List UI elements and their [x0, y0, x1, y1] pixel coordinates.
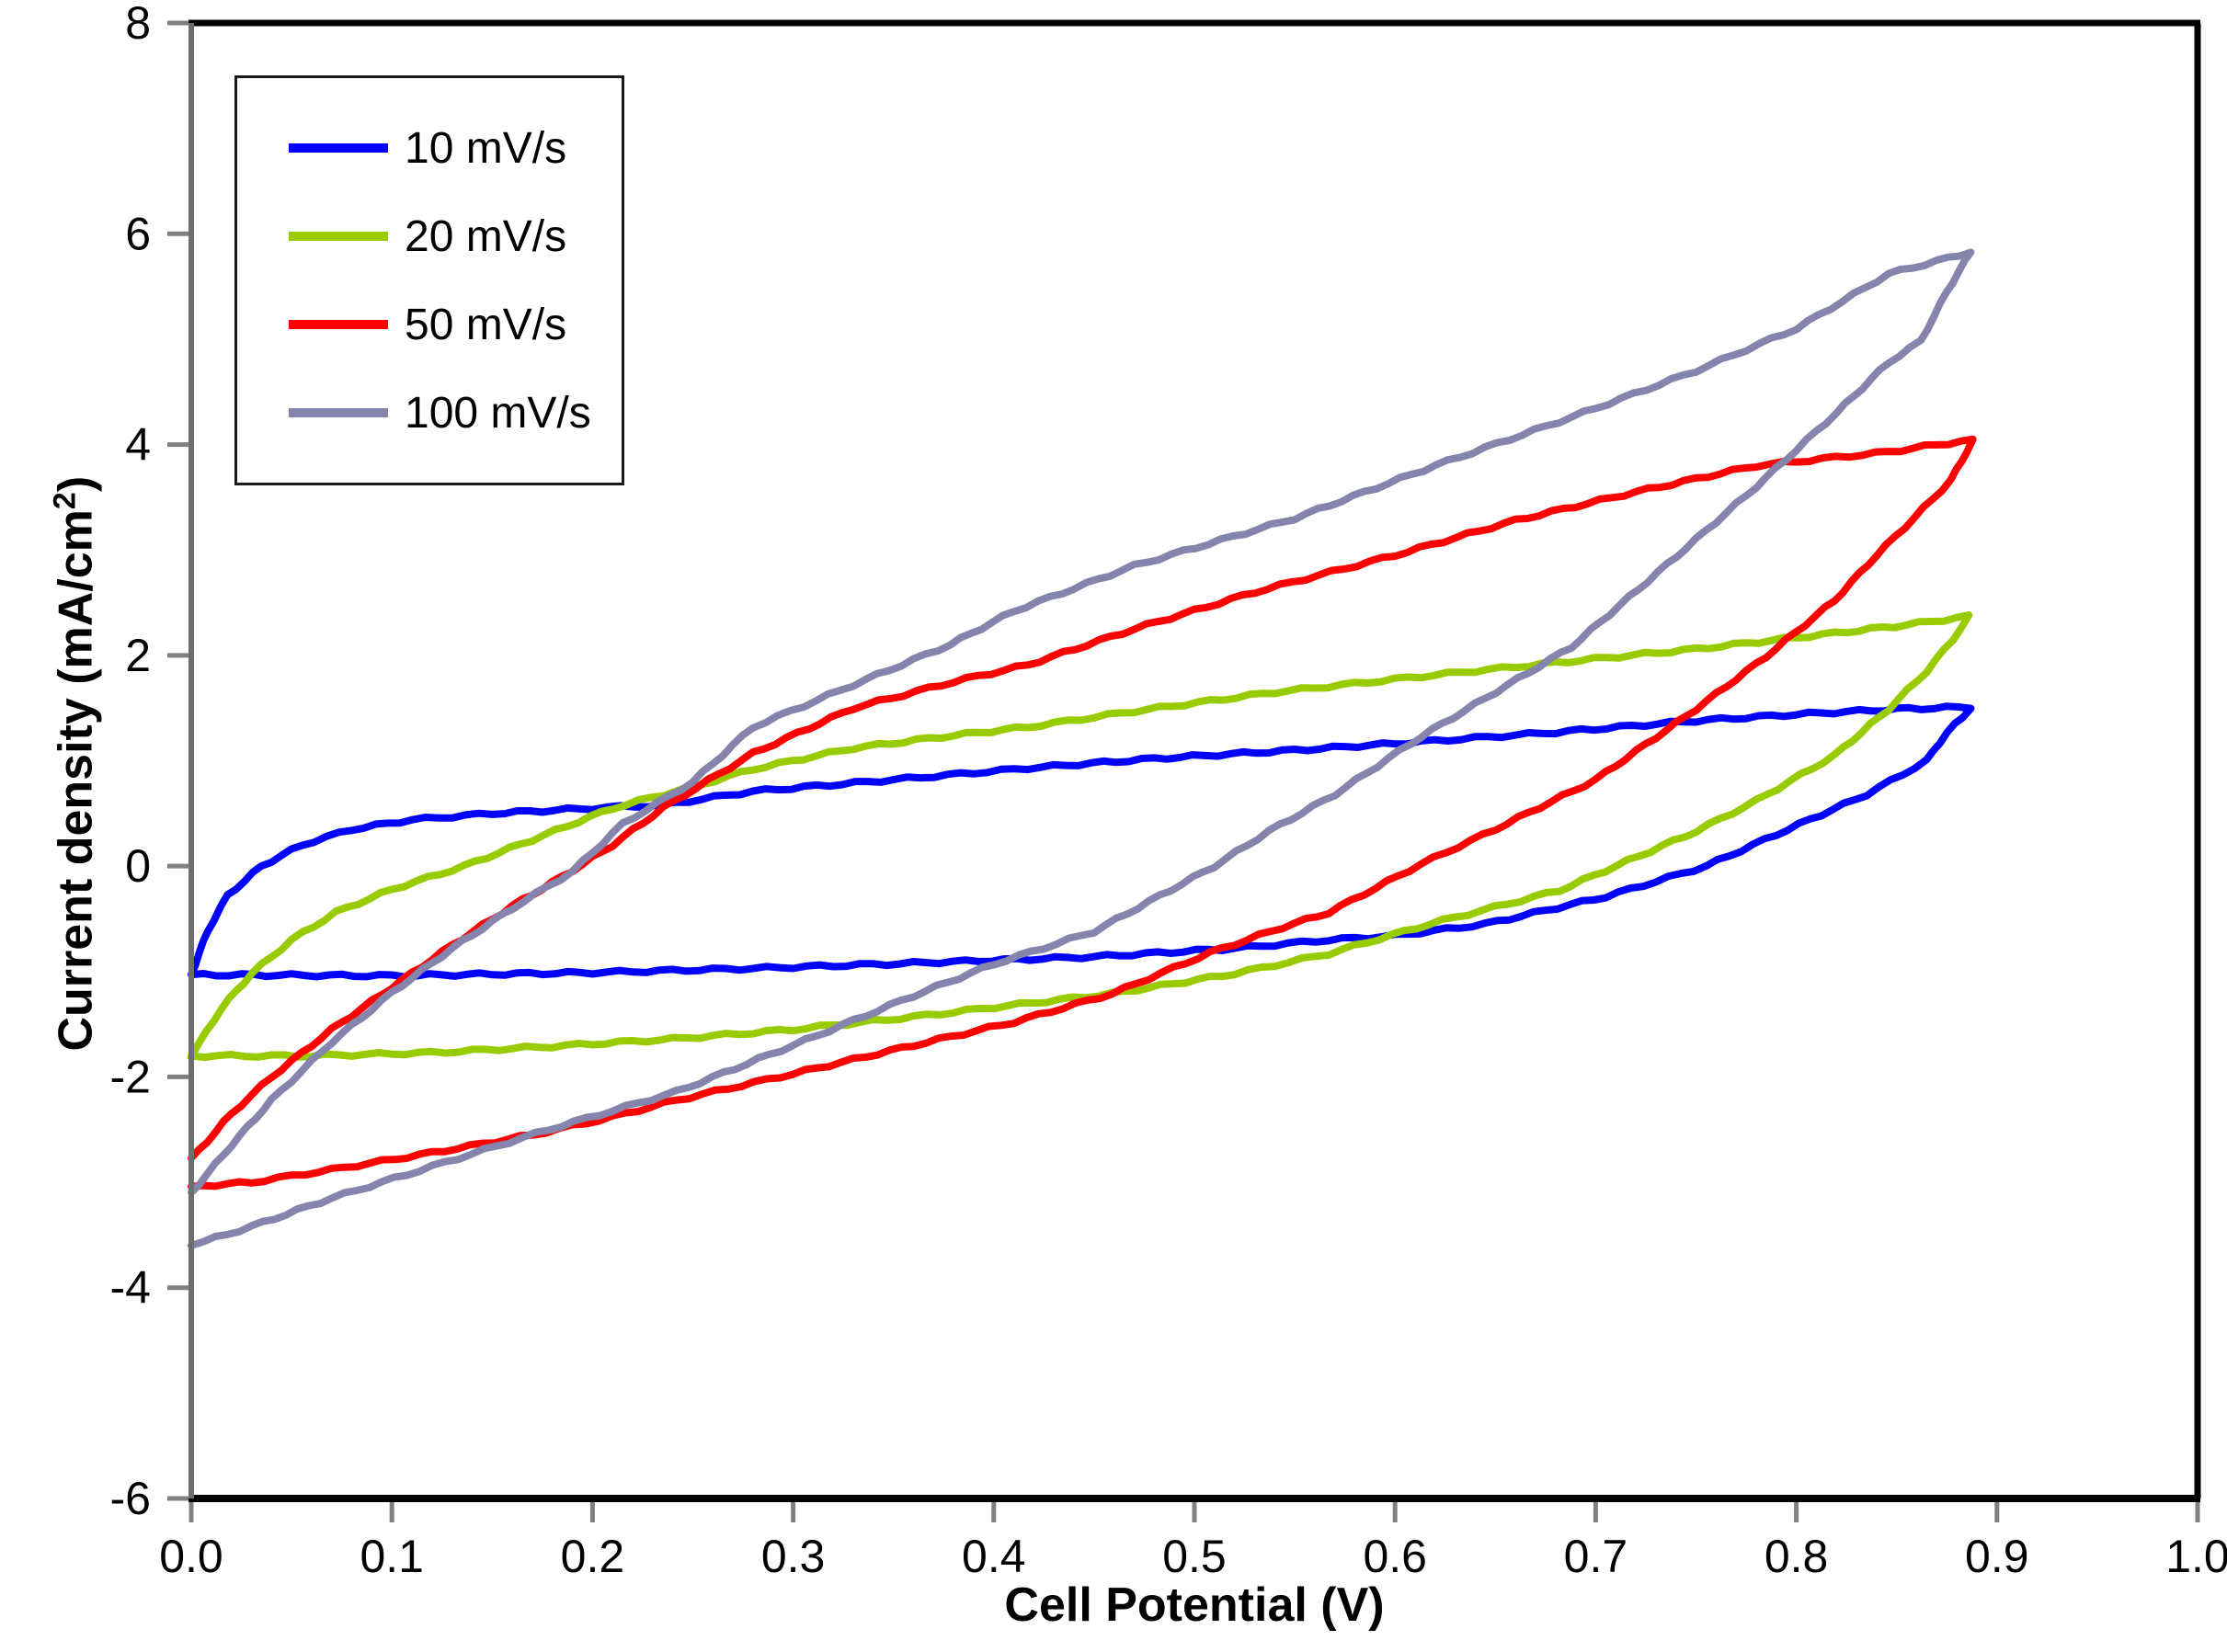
y-tick-label: -4: [110, 1262, 151, 1314]
series-line-20-mv-s: [188, 611, 1973, 1062]
legend-line-swatch: [289, 143, 388, 153]
legend-item-10mvs: 10 mV/s: [237, 123, 622, 174]
legend-line-swatch: [289, 320, 388, 329]
y-axis-title-close: ): [49, 475, 103, 493]
legend-label: 100 mV/s: [405, 388, 591, 438]
legend-label: 50 mV/s: [405, 300, 567, 349]
x-tick-label: 1.0: [2165, 1531, 2227, 1582]
legend-line-swatch: [289, 232, 388, 241]
y-tick-label: -2: [110, 1051, 151, 1102]
series-line-100-mv-s: [188, 248, 1975, 1249]
legend-item-100mvs: 100 mV/s: [237, 388, 622, 439]
x-tick-label: 0.3: [761, 1531, 826, 1582]
y-tick-label: 2: [125, 630, 151, 681]
x-tick-label: 0.5: [1162, 1531, 1227, 1582]
x-axis-title: Cell Potential (V): [1004, 1578, 1385, 1632]
series-line-50-mv-s: [188, 435, 1977, 1191]
x-tick-label: 0.2: [561, 1531, 625, 1582]
x-tick-label: 0.4: [962, 1531, 1026, 1582]
legend: 10 mV/s 20 mV/s 50 mV/s 100 mV/s: [234, 75, 624, 485]
x-tick-label: 0.8: [1764, 1531, 1829, 1582]
legend-item-50mvs: 50 mV/s: [237, 300, 622, 350]
y-axis-title-superscript: 2: [47, 492, 83, 510]
legend-item-20mvs: 20 mV/s: [237, 211, 622, 262]
x-tick-label: 0.1: [360, 1531, 424, 1582]
y-tick-label: 4: [125, 419, 151, 471]
y-tick-label: -6: [110, 1473, 151, 1524]
legend-line-swatch: [289, 408, 388, 417]
x-tick-label: 0.7: [1564, 1531, 1628, 1582]
y-tick-label: 6: [125, 208, 151, 259]
legend-label: 10 mV/s: [405, 123, 567, 173]
y-tick-label: 0: [125, 840, 151, 892]
series-line-10-mv-s: [188, 702, 1975, 981]
y-axis-title: Current density (mA/cm2): [47, 1, 103, 1527]
x-tick-label: 0.6: [1363, 1531, 1427, 1582]
y-tick-label: 8: [125, 0, 151, 49]
y-axis-title-text: Current density (mA/cm: [49, 509, 103, 1052]
x-tick-label: 0.0: [159, 1531, 223, 1582]
x-tick-label: 0.9: [1965, 1531, 2029, 1582]
legend-label: 20 mV/s: [405, 211, 567, 261]
